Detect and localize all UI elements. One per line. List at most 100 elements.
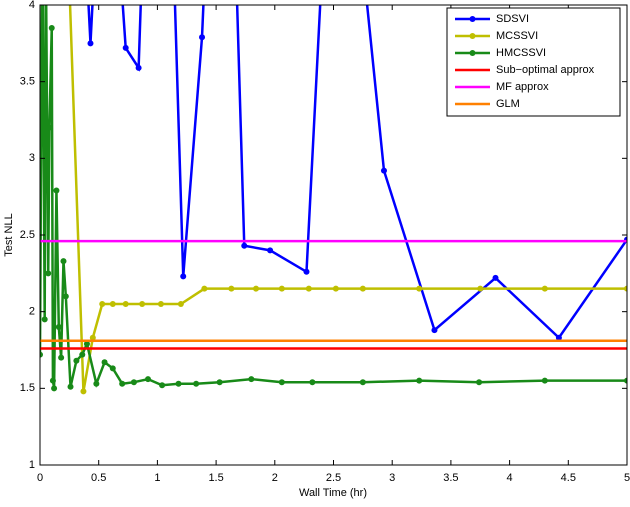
plot-lines (40, 5, 627, 395)
point (180, 273, 187, 280)
point (416, 377, 423, 384)
point (122, 301, 129, 307)
point (109, 301, 116, 307)
point (303, 268, 310, 275)
point (49, 377, 56, 384)
y-tick-label: 2 (29, 306, 35, 318)
point (416, 285, 423, 292)
point (119, 380, 126, 387)
point (41, 316, 48, 323)
point (58, 354, 65, 361)
y-tick-label: 3 (29, 152, 35, 164)
point (492, 274, 499, 281)
legend-marker (469, 33, 476, 39)
point (139, 301, 146, 307)
point (541, 285, 548, 292)
point (477, 285, 484, 292)
point (67, 383, 74, 390)
point (201, 285, 208, 292)
x-tick-label: 0.5 (91, 472, 106, 484)
point (55, 324, 62, 330)
point (216, 379, 223, 386)
point (45, 270, 52, 277)
point (159, 382, 166, 389)
point (624, 377, 627, 384)
point (48, 25, 55, 31)
point (62, 293, 69, 300)
legend-marker (469, 16, 476, 22)
x-tick-label: 3.5 (443, 472, 458, 484)
point (253, 285, 260, 292)
point (145, 376, 152, 383)
point (332, 285, 339, 292)
point (359, 379, 366, 386)
point (80, 388, 87, 395)
point (555, 334, 562, 341)
point (267, 247, 274, 254)
legend-label: HMCSSVI (496, 47, 546, 59)
point (79, 351, 86, 358)
legend-label: Sub−optimal approx (496, 64, 595, 76)
point (109, 365, 116, 372)
x-tick-label: 4.5 (561, 472, 576, 484)
point (51, 385, 58, 392)
point (73, 357, 80, 364)
legend-label: MCSSVI (496, 30, 538, 42)
x-axis-label: Wall Time (hr) (299, 487, 367, 499)
point (278, 285, 285, 292)
y-axis-label: Test NLL (3, 213, 15, 256)
y-tick-label: 1.5 (20, 382, 35, 394)
series-line (87, 5, 627, 340)
point (199, 34, 206, 41)
point (101, 359, 108, 366)
point (175, 380, 182, 387)
y-tick-label: 1 (29, 459, 35, 471)
series-line (40, 5, 627, 389)
point (193, 380, 200, 387)
legend-label: GLM (496, 98, 520, 110)
x-tick-label: 0 (37, 472, 43, 484)
legend-label: SDSVI (496, 13, 529, 25)
legend-label: MF approx (496, 81, 549, 93)
y-tick-label: 2.5 (20, 229, 35, 241)
point (305, 285, 312, 292)
point (248, 376, 255, 383)
point (135, 64, 142, 71)
point (60, 258, 67, 265)
x-tick-label: 4 (507, 472, 513, 484)
point (99, 301, 106, 307)
x-tick-label: 1.5 (208, 472, 223, 484)
point (380, 167, 387, 174)
point (83, 340, 90, 347)
point (93, 380, 100, 387)
point (122, 44, 129, 51)
y-tick-label: 4 (29, 0, 35, 11)
point (157, 301, 164, 307)
point (46, 124, 53, 131)
point (624, 285, 627, 292)
point (309, 379, 316, 386)
x-tick-label: 2.5 (326, 472, 341, 484)
point (177, 301, 184, 307)
x-tick-label: 1 (154, 472, 160, 484)
point (476, 379, 483, 386)
legend-marker (469, 50, 476, 56)
point (431, 327, 438, 334)
point (541, 377, 548, 384)
point (89, 334, 96, 341)
point (278, 379, 285, 386)
point (241, 242, 248, 249)
point (359, 285, 366, 292)
x-tick-label: 3 (389, 472, 395, 484)
x-tick-label: 5 (624, 472, 630, 484)
x-tick-label: 2 (272, 472, 278, 484)
point (130, 379, 137, 386)
point (40, 351, 43, 358)
y-tick-label: 3.5 (20, 76, 35, 88)
point (87, 40, 94, 47)
point (228, 285, 235, 292)
point (53, 187, 60, 194)
legend-box (446, 7, 621, 117)
